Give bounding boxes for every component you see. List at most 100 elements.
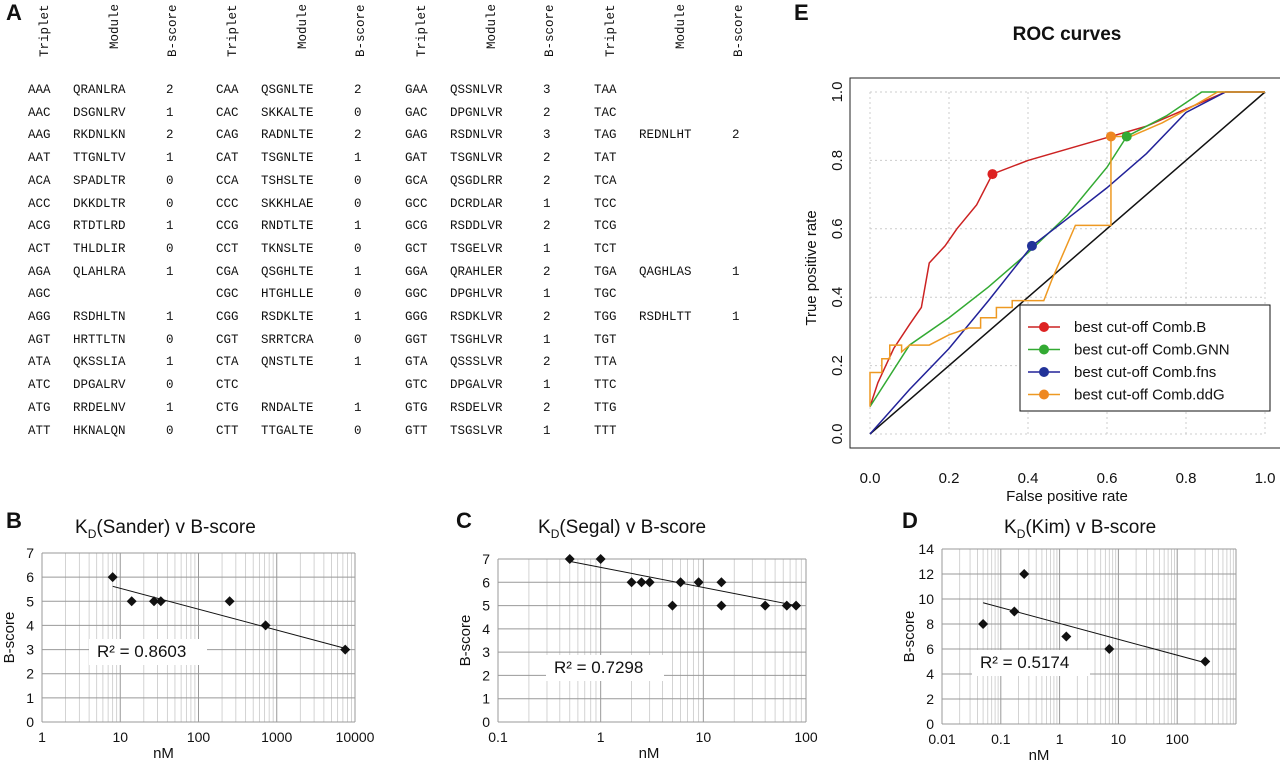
- table-cell-bscore: 2: [543, 151, 551, 166]
- table-cell-module: RRDELNV: [73, 400, 126, 415]
- chart-title-rest: (Kim) v B-score: [1025, 517, 1156, 538]
- table-header-module: Module: [296, 4, 310, 50]
- table-cell-module: DPGALVR: [450, 378, 503, 393]
- table-cell-triplet: TCA: [594, 173, 617, 188]
- table-cell-module: SRRTCRA: [261, 332, 314, 347]
- table-header-b-score: B-score: [354, 4, 368, 57]
- random-diagonal: [869, 91, 1266, 435]
- table-cell-bscore: 2: [732, 128, 740, 143]
- data-point: [693, 577, 704, 588]
- table-cell-bscore: 1: [354, 151, 362, 166]
- data-point: [716, 577, 727, 588]
- table-cell-triplet: AGA: [28, 264, 51, 279]
- x-axis-label: nM: [153, 745, 174, 762]
- x-axis-label: False positive rate: [1006, 488, 1128, 505]
- table-cell-triplet: TAA: [594, 83, 617, 97]
- x-tick-label: 0.2: [939, 470, 960, 487]
- data-point: [791, 600, 802, 611]
- x-tick-label: 0.8: [1176, 470, 1197, 487]
- table-cell-module: QRANLRA: [73, 83, 126, 97]
- y-tick-label: 0.6: [829, 218, 846, 239]
- y-tick-label: 3: [26, 642, 34, 658]
- table-cell-module: QLAHLRA: [73, 264, 126, 279]
- table-cell-bscore: 0: [166, 332, 174, 347]
- table-cell-module: QSSSLVR: [450, 355, 503, 370]
- data-point: [675, 577, 686, 588]
- x-tick-label: 1000: [261, 729, 292, 745]
- table-header-module: Module: [674, 4, 688, 50]
- annotation-background: [89, 639, 207, 665]
- table-cell-bscore: 1: [732, 310, 740, 324]
- table-header-b-score: B-score: [732, 4, 746, 57]
- x-tick-label: 1.0: [1255, 470, 1276, 487]
- table-cell-triplet: GAC: [405, 105, 428, 120]
- data-point: [760, 600, 771, 611]
- table-cell-module: TTGALTE: [261, 423, 314, 438]
- y-tick-label: 0: [482, 714, 490, 730]
- table-cell-triplet: ACT: [28, 241, 51, 256]
- table-cell-module: TSGELVR: [450, 241, 503, 256]
- table-cell-module: RTDTLRD: [73, 219, 126, 234]
- data-point: [667, 600, 678, 611]
- y-axis-label: B-score: [457, 615, 474, 667]
- table-cell-bscore: 1: [166, 310, 174, 324]
- table-cell-bscore: 2: [543, 310, 551, 324]
- table-cell-bscore: 1: [166, 105, 174, 120]
- x-tick-label: 10000: [336, 729, 375, 745]
- table-cell-module: DPGHLVR: [450, 287, 503, 302]
- y-axis-label: B-score: [1, 612, 18, 664]
- table-cell-module: HTGHLLE: [261, 287, 314, 302]
- y-tick-label: 0.8: [829, 150, 846, 171]
- table-cell-module: TSGNLTE: [261, 151, 314, 166]
- table-cell-module: RSDHLTT: [639, 310, 692, 324]
- table-cell-module: RSDKLTE: [261, 310, 314, 324]
- y-tick-label: 6: [926, 641, 934, 657]
- panel-a-label: A: [6, 0, 22, 25]
- table-cell-triplet: ACA: [28, 173, 51, 188]
- data-point: [340, 644, 351, 655]
- x-tick-label: 1: [1056, 731, 1064, 747]
- table-cell-triplet: TGA: [594, 264, 617, 279]
- table-cell-triplet: GTT: [405, 423, 428, 438]
- table-cell-module: QSSNLVR: [450, 83, 503, 97]
- x-tick-label: 0.1: [488, 729, 508, 745]
- table-cell-triplet: AAC: [28, 105, 51, 120]
- table-cell-module: DSGNLRV: [73, 105, 126, 120]
- table-header-module: Module: [485, 4, 499, 50]
- best-cutoff-marker: [1121, 131, 1132, 142]
- table-cell-module: QNSTLTE: [261, 355, 314, 370]
- table-cell-bscore: 0: [166, 196, 174, 211]
- panel-d-label: D: [902, 508, 918, 533]
- annotation-background: [972, 650, 1090, 676]
- best-cutoff-marker: [1026, 240, 1037, 251]
- table-cell-triplet: GTA: [405, 355, 428, 370]
- table-cell-triplet: AAA: [28, 83, 51, 97]
- table-cell-bscore: 2: [543, 355, 551, 370]
- table-cell-triplet: CAG: [216, 128, 239, 143]
- table-cell-module: HKNALQN: [73, 423, 126, 438]
- y-tick-label: 4: [26, 617, 34, 633]
- table-cell-bscore: 0: [166, 378, 174, 393]
- table-cell-module: RSDDLVR: [450, 219, 503, 234]
- table-cell-module: THLDLIR: [73, 241, 126, 256]
- table-cell-module: HRTTLTN: [73, 332, 126, 347]
- table-cell-bscore: 0: [354, 423, 362, 438]
- table-cell-module: DPGNLVR: [450, 105, 503, 120]
- table-cell-triplet: CGC: [216, 287, 239, 302]
- table-cell-bscore: 2: [354, 83, 362, 97]
- table-cell-triplet: ATC: [28, 378, 51, 393]
- table-cell-triplet: TCT: [594, 241, 617, 256]
- table-header-b-score: B-score: [166, 4, 180, 57]
- table-cell-triplet: GTC: [405, 378, 428, 393]
- data-point: [1104, 644, 1115, 654]
- y-tick-label: 7: [26, 545, 34, 561]
- x-tick-label: 10: [1111, 731, 1127, 747]
- table-cell-bscore: 2: [166, 83, 174, 97]
- table-cell-triplet: CTG: [216, 400, 239, 415]
- panel-a-table: A Triplet Module B-score AAA QRANLRA 2 AAC DSGN…: [0, 0, 770, 500]
- x-tick-label: 100: [1166, 731, 1190, 747]
- table-cell-triplet: CGA: [216, 264, 239, 279]
- legend-label: best cut-off Comb.fns: [1074, 364, 1216, 381]
- table-cell-triplet: AAT: [28, 151, 51, 166]
- table-cell-bscore: 1: [166, 219, 174, 234]
